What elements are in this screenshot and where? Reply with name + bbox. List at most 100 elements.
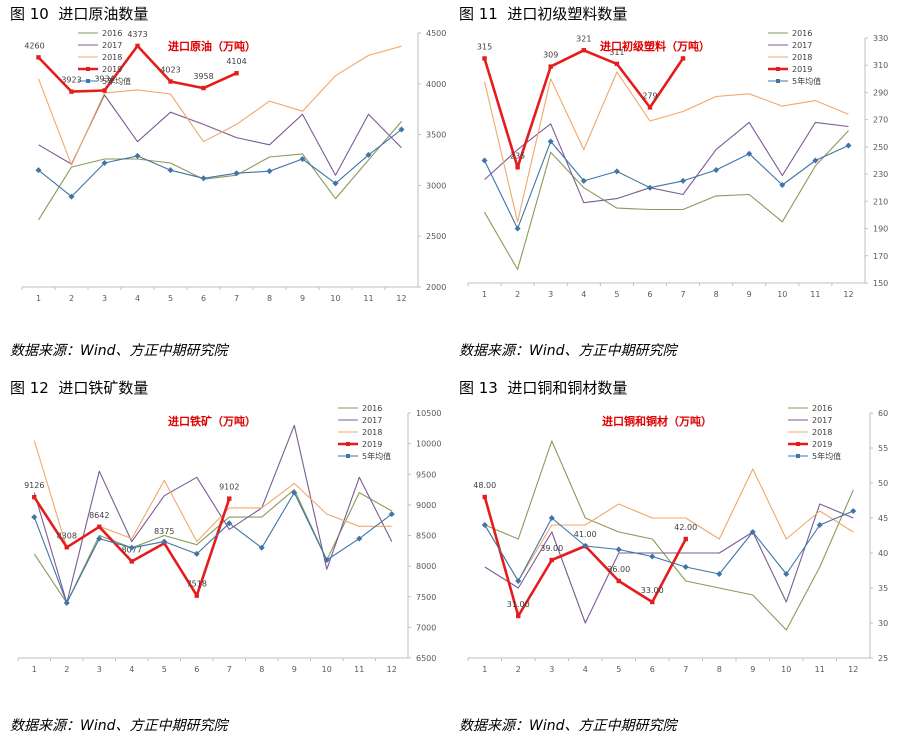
x-tick-label: 3 (97, 665, 102, 674)
data-point-avg (547, 138, 554, 145)
y-tick-label: 10000 (416, 440, 441, 449)
data-point-avg (481, 522, 488, 528)
data-label-2019: 9126 (24, 481, 44, 490)
series-line-2018 (484, 468, 854, 582)
data-point-avg (749, 529, 756, 535)
data-point-avg (226, 520, 233, 527)
x-tick-label: 1 (36, 294, 41, 303)
x-tick-label: 5 (614, 290, 619, 299)
x-tick-label: 2 (516, 665, 521, 674)
data-label-2019: 41.00 (574, 530, 597, 539)
x-tick-label: 12 (387, 665, 397, 674)
data-point-avg (680, 177, 687, 184)
x-tick-label: 1 (482, 665, 487, 674)
data-point-2019 (581, 48, 586, 53)
data-point-2019 (194, 593, 199, 598)
data-label-2019: 315 (477, 42, 492, 51)
data-point-avg (548, 515, 555, 521)
figure-10-source: 数据来源：Wind、方正中期研究院 (10, 343, 228, 359)
data-point-2019 (683, 536, 688, 542)
data-point-avg (193, 550, 200, 557)
legend-marker (796, 454, 800, 458)
data-point-2019 (69, 89, 74, 94)
figure-10-title: 图 10 进口原油数量 (10, 3, 148, 24)
chart-title: 进口初级塑料（万吨） (600, 39, 710, 53)
data-label-2019: 7518 (187, 580, 207, 589)
x-tick-label: 5 (616, 665, 621, 674)
y-tick-label: 310 (873, 61, 888, 70)
y-tick-label: 6500 (416, 654, 436, 663)
data-point-2019 (515, 165, 520, 170)
x-tick-label: 10 (777, 290, 787, 299)
series-line-2016 (484, 440, 854, 631)
legend-label: 2019 (362, 440, 382, 449)
x-tick-label: 4 (581, 290, 586, 299)
y-tick-label: 210 (873, 197, 888, 206)
data-point-avg (514, 225, 521, 232)
x-tick-label: 6 (650, 665, 655, 674)
x-tick-label: 12 (848, 665, 858, 674)
data-point-avg (200, 175, 207, 182)
data-point-2019 (168, 79, 173, 84)
data-label-2019: 8375 (154, 527, 174, 536)
x-tick-label: 4 (129, 665, 134, 674)
x-tick-label: 3 (548, 290, 553, 299)
x-tick-label: 4 (135, 294, 140, 303)
data-point-2019 (548, 64, 553, 69)
y-tick-label: 7500 (416, 593, 436, 602)
data-point-2019 (647, 105, 653, 110)
y-tick-label: 2500 (426, 232, 446, 241)
y-tick-label: 8500 (416, 532, 436, 541)
data-point-avg (161, 538, 168, 545)
legend-label: 5年均值 (812, 451, 841, 461)
figure-13-title: 图 13 进口铜和铜材数量 (459, 377, 627, 398)
legend-marker (776, 79, 780, 83)
legend-marker (346, 454, 350, 458)
y-tick-label: 30 (878, 619, 888, 628)
figure-13-name: 进口铜和铜材数量 (507, 379, 628, 397)
data-point-2019 (549, 557, 554, 563)
data-point-avg (646, 184, 653, 191)
legend-label: 2019 (812, 440, 832, 449)
legend-label: 2017 (792, 41, 812, 50)
data-point-avg (258, 544, 265, 551)
series-line-2017 (38, 94, 402, 176)
y-tick-label: 3500 (426, 131, 446, 140)
figure-11-name: 进口初级塑料数量 (507, 5, 628, 23)
y-tick-label: 3000 (426, 181, 446, 190)
legend-label: 2018 (792, 53, 812, 62)
figure-11-title: 图 11 进口初级塑料数量 (459, 3, 627, 24)
data-point-avg (682, 564, 689, 570)
copper-chart: 1 2 3 4 5 6 7 8 9 10 11 12253035404550556048.0031.0… (467, 404, 888, 674)
data-point-avg (388, 511, 395, 518)
data-point-avg (128, 544, 135, 551)
data-label-2019: 279 (642, 91, 657, 100)
figure-12-name: 进口铁矿数量 (58, 379, 149, 397)
figure-11-source: 数据来源：Wind、方正中期研究院 (459, 343, 677, 359)
legend-label: 5年均值 (102, 76, 131, 86)
series-line-2017 (484, 503, 854, 624)
x-tick-label: 7 (680, 290, 685, 299)
data-point-2019 (32, 494, 37, 500)
legend-label: 2016 (362, 404, 382, 413)
data-point-avg (716, 571, 723, 577)
data-point-avg (615, 546, 622, 553)
iron-ore-chart: 1 2 3 4 5 6 7 8 9 10 11 126500700075008000850090009… (17, 404, 441, 674)
series-line-avg (38, 129, 402, 198)
figure-10-label: 图 10 (10, 5, 49, 23)
plastics-chart: 1 2 3 4 5 6 7 8 9 10 11 121501701902102302502702903… (467, 29, 888, 299)
data-point-avg (582, 543, 589, 549)
figure-12-title: 图 12 进口铁矿数量 (10, 377, 148, 398)
data-point-avg (266, 168, 273, 175)
x-tick-label: 11 (815, 665, 825, 674)
chart-title: 进口原油（万吨） (168, 39, 256, 53)
series-line-2016 (33, 489, 393, 604)
legend-label: 2017 (102, 41, 122, 50)
x-tick-label: 3 (102, 294, 107, 303)
data-label-2019: 9102 (219, 483, 239, 492)
x-tick-label: 5 (168, 294, 173, 303)
data-point-avg (323, 557, 330, 563)
y-tick-label: 270 (873, 116, 888, 125)
data-point-avg (35, 167, 42, 174)
data-point-avg (31, 514, 38, 521)
